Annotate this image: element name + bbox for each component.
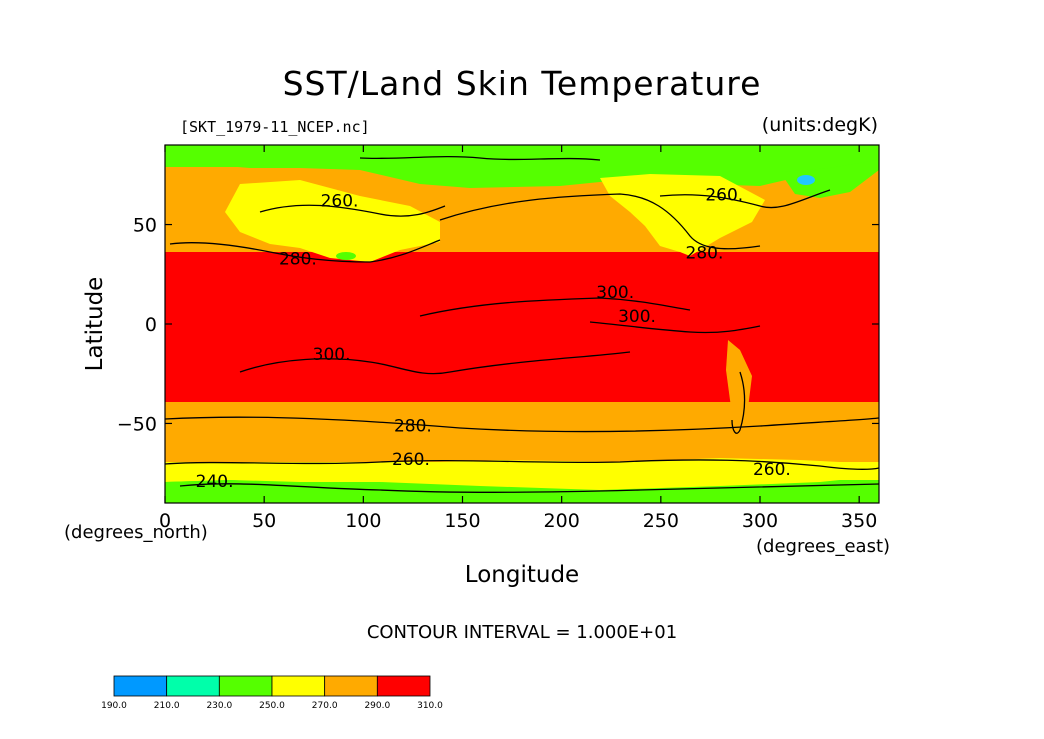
- land-eurasia-yellow: [225, 180, 440, 262]
- contour-line: [169, 239, 441, 263]
- colorbar-label: 310.0: [417, 701, 443, 711]
- colorbar-swatch: [218, 675, 273, 697]
- contour-line: [659, 189, 831, 209]
- land-antarctica-green: [165, 480, 879, 503]
- colorbar-swatch: [166, 675, 220, 697]
- y-tick-label: 0: [145, 314, 157, 336]
- band-cool-south: [165, 398, 879, 462]
- colorbar-label: 270.0: [312, 701, 338, 711]
- colorbar-swatch: [376, 675, 431, 697]
- land-greenland-cold: [797, 175, 815, 185]
- x-tick-label: 50: [252, 510, 276, 532]
- colorbar-label: 290.0: [364, 701, 390, 711]
- contour-label: 300.: [596, 283, 634, 303]
- y-tick-label: −50: [117, 413, 157, 435]
- contour-label: 280.: [394, 416, 432, 436]
- chart-title: SST/Land Skin Temperature: [282, 64, 762, 103]
- contour-line: [589, 321, 761, 334]
- land-north-america-yellow: [600, 174, 765, 256]
- contour-label: 300.: [618, 307, 656, 327]
- land-andes-orange: [726, 340, 752, 430]
- contour-line: [419, 297, 691, 317]
- contour-label: 260.: [753, 460, 791, 480]
- x-tick-label: 100: [345, 510, 381, 532]
- x-tick-label: 250: [643, 510, 679, 532]
- y-tick-label: 50: [133, 215, 157, 237]
- plot-area: [164, 144, 880, 504]
- x2-unit-label: (degrees_east): [756, 536, 891, 557]
- contour-label: 240.: [196, 472, 234, 492]
- band-warm-tropics: [165, 246, 879, 402]
- contour-line: [439, 193, 761, 250]
- contour-labels: 260. 260. 280. 280. 300. 300. 300. 280. 260. 260.…: [196, 186, 791, 492]
- colorbar-swatch: [113, 675, 168, 697]
- colorbar-label: 210.0: [154, 701, 180, 711]
- x-tick-label: 0: [159, 510, 171, 532]
- colorbar-swatch: [271, 675, 326, 697]
- contour-line: [259, 204, 446, 217]
- contour-lines: [164, 155, 880, 493]
- contour-line: [731, 371, 746, 434]
- colorbar: 190.0 210.0 230.0 250.0 270.0 290.0 310.0: [101, 675, 443, 711]
- contour-label: 280.: [686, 243, 724, 263]
- x-tick-label: 200: [544, 510, 580, 532]
- land-tibet-green: [336, 252, 356, 260]
- contour-label: 300.: [313, 345, 351, 365]
- colorbar-label: 250.0: [259, 701, 285, 711]
- x-tick-label: 300: [742, 510, 778, 532]
- colorbar-label: 230.0: [206, 701, 232, 711]
- units-label: (units:degK): [761, 114, 878, 136]
- contour-label: 260.: [392, 450, 430, 470]
- land-greenland-green: [780, 160, 879, 198]
- contour-interval-note: CONTOUR INTERVAL = 1.000E+01: [366, 622, 678, 643]
- contour-label: 280.: [279, 249, 317, 269]
- colorbar-label: 190.0: [101, 701, 127, 711]
- x-tick-label: 350: [841, 510, 877, 532]
- contour-line: [164, 459, 880, 470]
- contour-label: 260.: [321, 192, 359, 212]
- contour-line: [164, 416, 880, 433]
- file-label: [SKT_1979-11_NCEP.nc]: [180, 118, 370, 136]
- contour-line: [179, 483, 880, 493]
- axes: 0 50 100 150 200 250 300 350 50 0 −50: [117, 145, 879, 532]
- x-axis-label: Longitude: [464, 562, 580, 588]
- contour-line: [359, 155, 601, 161]
- land-antarctic-yellow: [165, 458, 879, 490]
- contour-label: 260.: [705, 186, 743, 206]
- x-tick-label: 150: [444, 510, 480, 532]
- colorbar-swatch: [324, 675, 378, 697]
- contour-line: [239, 351, 631, 375]
- x-unit-label: (degrees_north): [64, 522, 208, 543]
